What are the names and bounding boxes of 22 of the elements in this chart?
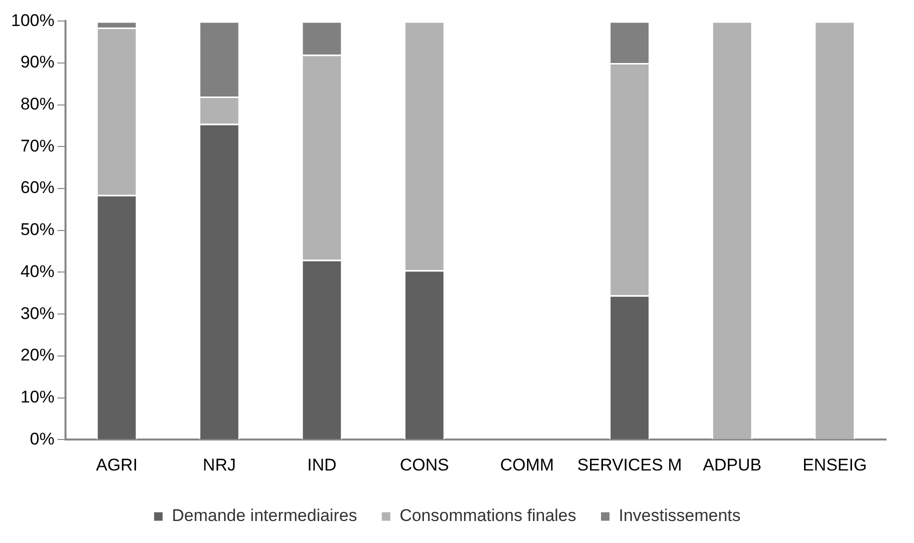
y-tick-label: 60%: [20, 178, 54, 198]
y-tick-label: 0%: [30, 429, 54, 448]
y-tick-label: 10%: [20, 387, 54, 406]
y-tick-label: 50%: [20, 220, 54, 240]
legend-label: Demande intermediaires: [172, 506, 358, 526]
y-tick-label: 30%: [20, 304, 54, 323]
x-tick-label: CONS: [400, 455, 450, 474]
y-tick-label: 70%: [20, 136, 54, 156]
x-tick-label: NRJ: [202, 455, 236, 474]
x-tick-label: ENSEIG: [802, 455, 867, 474]
y-tick-label: 100%: [10, 10, 54, 30]
x-tick-label: AGRI: [96, 455, 138, 474]
legend-label: Consommations finales: [400, 506, 576, 526]
y-tick-label: 80%: [20, 94, 54, 114]
legend-label: Investissements: [618, 506, 741, 526]
y-tick-label: 90%: [20, 52, 54, 72]
y-tick-label: 20%: [20, 346, 54, 365]
x-tick-label: IND: [307, 455, 337, 474]
x-tick-label: COMM: [500, 455, 554, 474]
x-tick-label: ADPUB: [702, 455, 762, 474]
y-tick-label: 40%: [20, 262, 54, 281]
x-tick-label: SERVICES M: [577, 455, 682, 474]
